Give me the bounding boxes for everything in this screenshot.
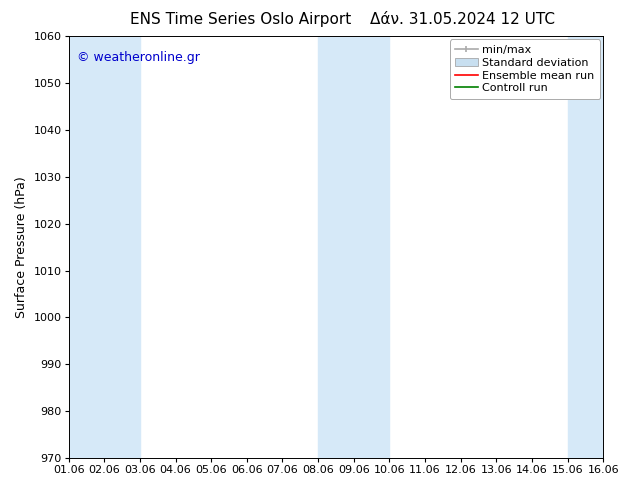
Y-axis label: Surface Pressure (hPa): Surface Pressure (hPa) xyxy=(15,176,28,318)
Text: © weatheronline.gr: © weatheronline.gr xyxy=(77,51,200,64)
Bar xyxy=(567,36,603,458)
Text: ENS Time Series Oslo Airport: ENS Time Series Oslo Airport xyxy=(131,12,351,27)
Bar xyxy=(318,36,389,458)
Bar xyxy=(68,36,140,458)
Text: Δάν. 31.05.2024 12 UTC: Δάν. 31.05.2024 12 UTC xyxy=(370,12,555,27)
Legend: min/max, Standard deviation, Ensemble mean run, Controll run: min/max, Standard deviation, Ensemble me… xyxy=(450,40,600,99)
